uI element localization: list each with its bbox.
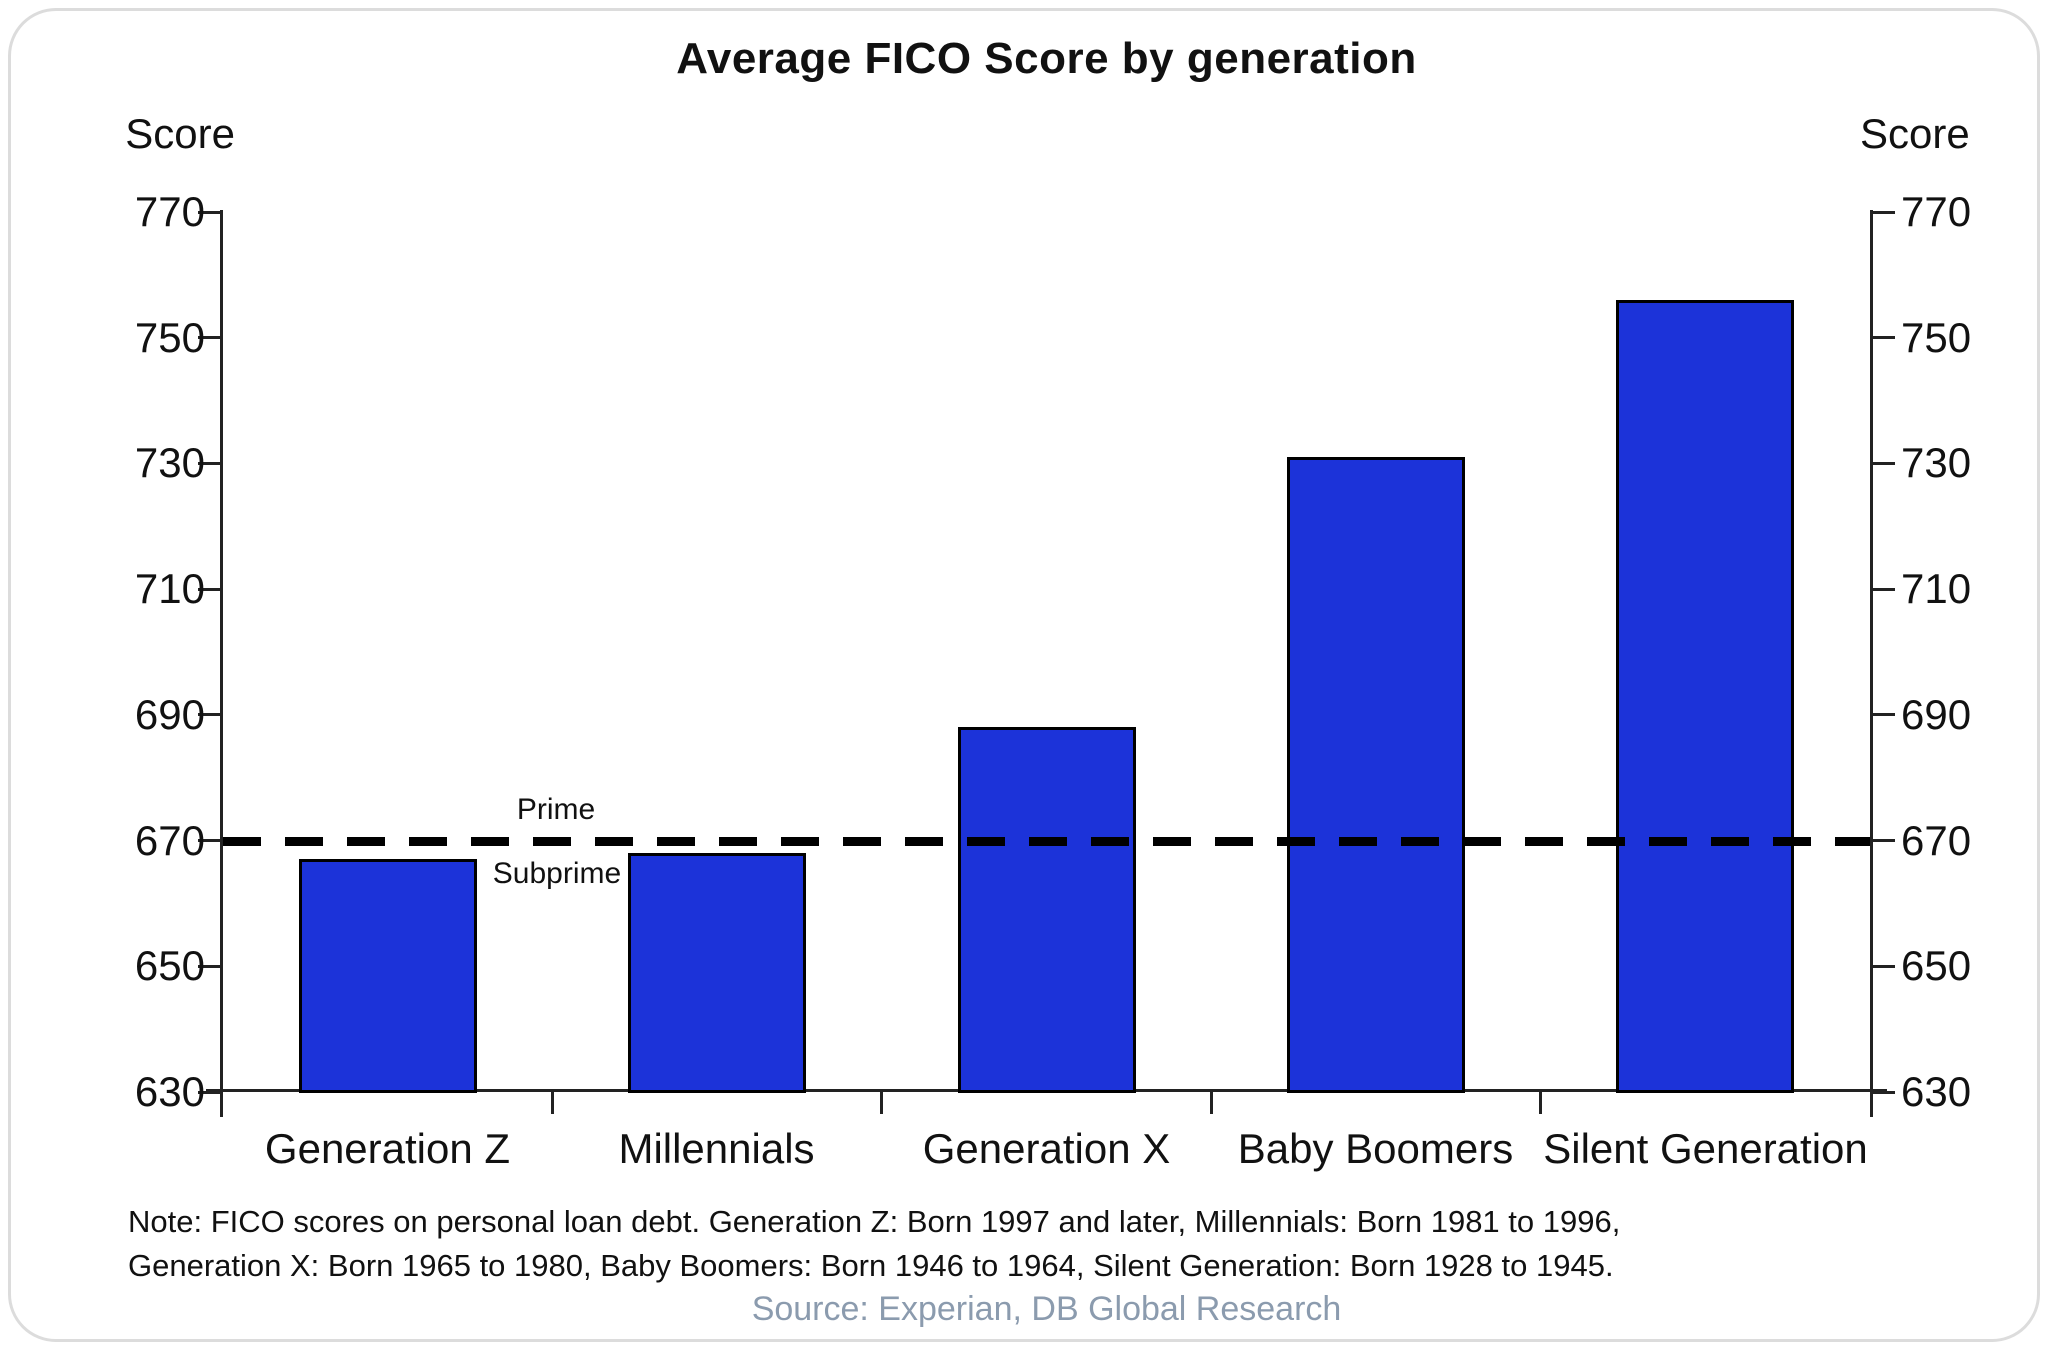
category-label: Millennials — [618, 1125, 815, 1172]
y-tick-label-left: 670 — [134, 817, 205, 864]
y-tick-mark-left — [198, 462, 220, 465]
y-tick-label-right: 710 — [1901, 565, 1972, 612]
y-axis-left — [220, 210, 223, 1117]
y-tick-mark-left — [198, 588, 220, 591]
chart-title: Average FICO Score by generation — [676, 34, 1417, 83]
note-text: Note: FICO scores on personal loan debt.… — [128, 1200, 1948, 1288]
y-tick-label-left: 690 — [134, 691, 205, 738]
subprime-annotation: Subprime — [492, 857, 622, 890]
y-tick-label-left: 630 — [134, 1068, 205, 1115]
note-line-1: Note: FICO scores on personal loan debt.… — [128, 1204, 1621, 1239]
category-label: Generation Z — [264, 1125, 511, 1172]
y-tick-label-right: 650 — [1901, 942, 1972, 989]
y-axis-label-right: Score — [1860, 110, 1970, 157]
y-tick-mark-right — [1873, 839, 1895, 842]
note-line-2: Generation X: Born 1965 to 1980, Baby Bo… — [128, 1248, 1614, 1283]
y-tick-mark-left — [198, 1091, 220, 1094]
y-tick-mark-left — [198, 713, 220, 716]
x-tick-mark — [880, 1092, 883, 1114]
y-tick-mark-right — [1873, 462, 1895, 465]
bar — [628, 853, 806, 1093]
y-tick-mark-left — [198, 839, 220, 842]
y-axis-label-left: Score — [125, 110, 235, 157]
category-label: Baby Boomers — [1237, 1125, 1514, 1172]
category-label: Silent Generation — [1543, 1125, 1868, 1172]
x-tick-mark — [551, 1092, 554, 1114]
bar — [299, 859, 477, 1093]
y-tick-mark-right — [1873, 1091, 1895, 1094]
bar — [958, 727, 1136, 1093]
x-tick-mark — [1539, 1092, 1542, 1114]
category-label: Generation X — [922, 1125, 1171, 1172]
bar — [1616, 300, 1794, 1093]
y-tick-label-right: 750 — [1901, 314, 1972, 361]
y-tick-label-left: 730 — [134, 439, 205, 486]
y-tick-label-left: 710 — [134, 565, 205, 612]
y-tick-mark-right — [1873, 713, 1895, 716]
y-tick-mark-right — [1873, 965, 1895, 968]
y-tick-mark-left — [198, 965, 220, 968]
y-tick-label-left: 650 — [134, 942, 205, 989]
y-tick-mark-right — [1873, 211, 1895, 214]
y-tick-mark-left — [198, 336, 220, 339]
y-tick-mark-right — [1873, 588, 1895, 591]
prime-annotation: Prime — [516, 793, 596, 826]
source-text: Source: Experian, DB Global Research — [751, 1290, 1342, 1328]
prime-threshold-line — [223, 837, 1870, 846]
y-tick-label-left: 750 — [134, 314, 205, 361]
y-tick-label-right: 690 — [1901, 691, 1972, 738]
y-tick-mark-right — [1873, 336, 1895, 339]
y-tick-label-right: 630 — [1901, 1068, 1972, 1115]
x-tick-mark — [1210, 1092, 1213, 1114]
y-tick-label-right: 730 — [1901, 439, 1972, 486]
y-axis-right — [1870, 210, 1873, 1117]
bar — [1287, 457, 1465, 1093]
y-tick-label-left: 770 — [134, 188, 205, 235]
y-tick-label-right: 770 — [1901, 188, 1972, 235]
y-tick-mark-left — [198, 211, 220, 214]
y-tick-label-right: 670 — [1901, 817, 1972, 864]
